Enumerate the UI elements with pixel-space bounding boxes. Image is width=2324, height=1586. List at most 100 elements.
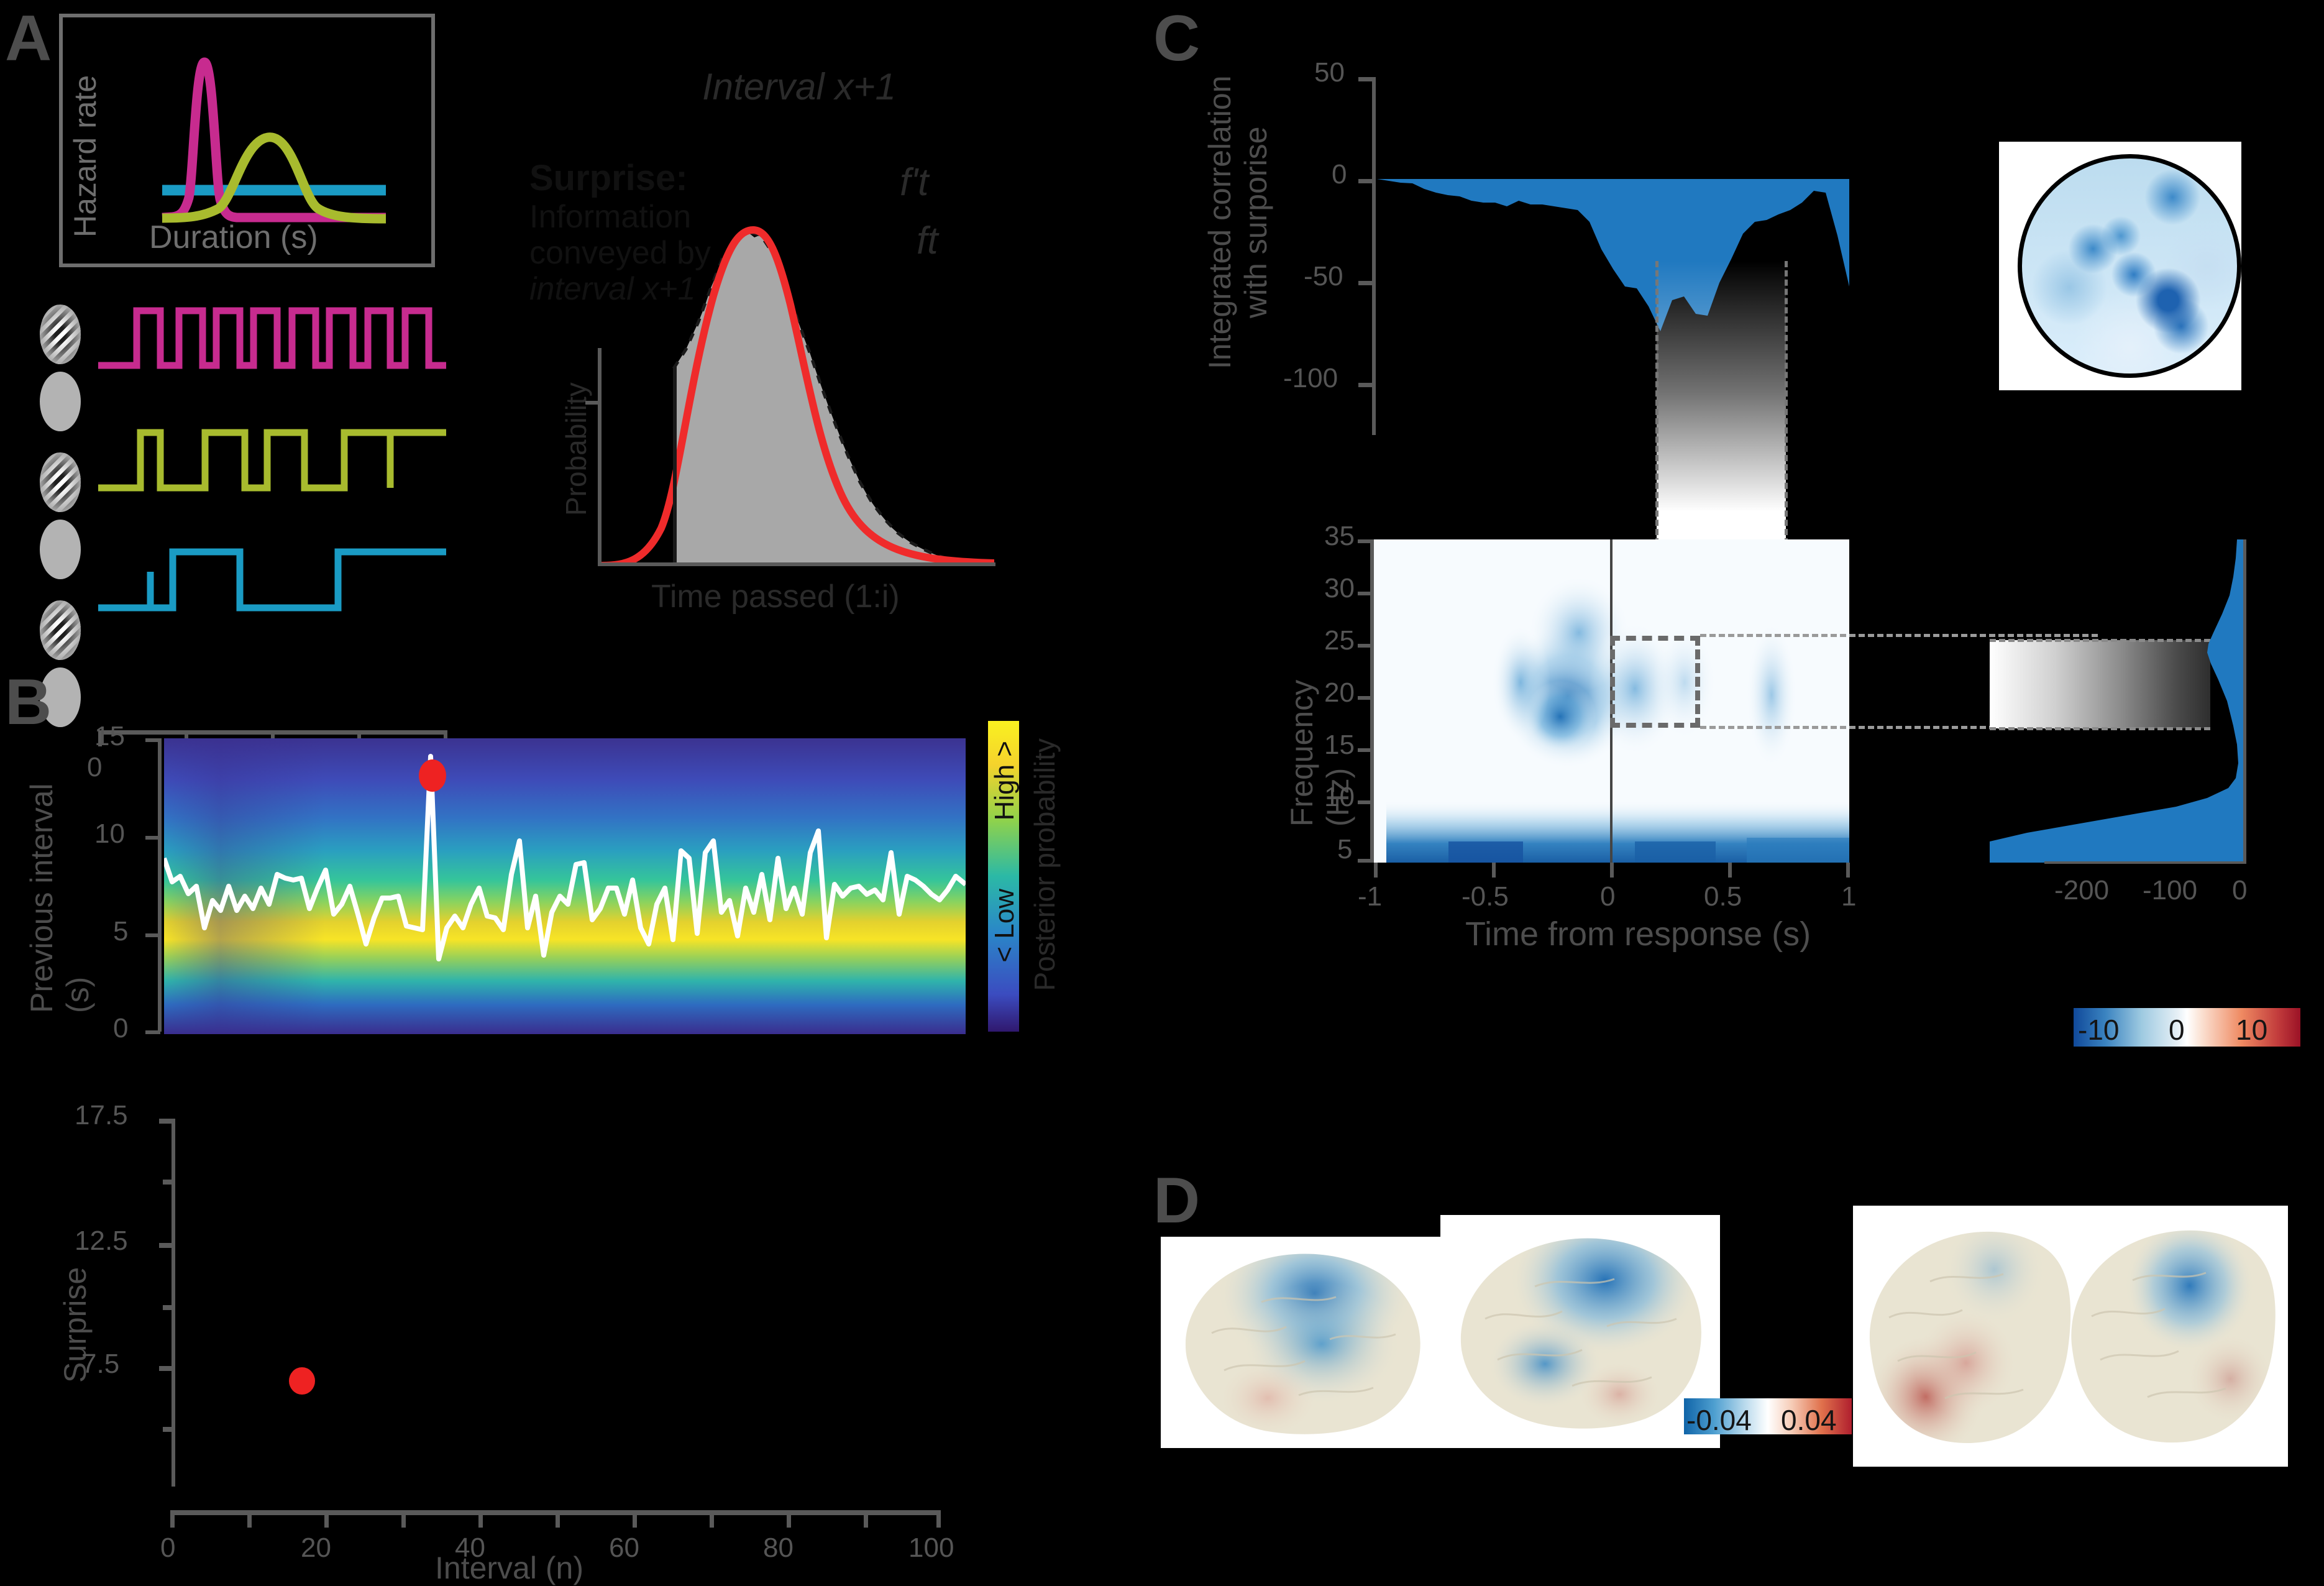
posterior-ytick-label: 15 (94, 721, 125, 751)
surprise-xtick (556, 1510, 560, 1528)
probability-yaxis (598, 348, 602, 562)
surprise-xtick (864, 1510, 868, 1528)
brain-right-medial (2063, 1212, 2281, 1460)
frequency-ytick-label: 25 (1324, 625, 1355, 656)
blank-icon (40, 372, 81, 431)
posterior-ytick (145, 738, 160, 742)
integrated-ytick (1358, 383, 1375, 387)
surprise-data-point (289, 1367, 315, 1395)
probability-xaxis (598, 562, 995, 566)
surprise-xlabel: Interval (n) (435, 1551, 583, 1585)
brain-colorbar (1684, 1398, 1852, 1434)
interval-distribution-plot (602, 180, 994, 566)
surprise-ytick (159, 1119, 174, 1124)
posterior-colorbar-low-label: < Low (989, 889, 1020, 963)
posterior-ytick-label: 10 (94, 818, 125, 849)
probability-xlabel: Time passed (1:i) (651, 579, 900, 615)
surprise-line-1: Information (529, 198, 692, 235)
frequency-ytick-label: 5 (1337, 834, 1353, 864)
hazard-rate-ylabel-text: Hazard rate (68, 75, 103, 237)
spectrum-yaxis (2243, 539, 2246, 864)
posterior-ylabel: Previous interval (s) (24, 783, 95, 1013)
tfr-ytick (1358, 592, 1373, 595)
posterior-ytick-label: 5 (113, 916, 129, 947)
stimulus-xtick (98, 730, 102, 746)
surprise-ytick (163, 1305, 174, 1310)
panel-a-letter: A (5, 2, 52, 75)
stimulus-xtick-label: 0 (87, 752, 103, 782)
frequency-ytick-label: 10 (1324, 782, 1355, 812)
tfr-xtick (1846, 863, 1850, 878)
posterior-yaxis (158, 738, 162, 1032)
scalp-topography (2018, 154, 2241, 378)
integrated-ytick-label: 50 (1314, 57, 1345, 88)
tfr-ytick (1358, 748, 1373, 752)
posterior-peak-marker (419, 759, 446, 792)
tfr-colorbar (2074, 1008, 2300, 1047)
cluster-connector-bottom (1700, 726, 2098, 729)
surprise-text-block: Surprise: Information conveyed by interv… (529, 158, 734, 308)
frequency-ytick-label: 35 (1324, 521, 1355, 551)
integrated-ytick (1358, 77, 1375, 81)
surprise-xtick (710, 1510, 714, 1528)
tfr-ytick (1358, 859, 1373, 863)
tfr-xtick-label: 1 (1841, 881, 1857, 912)
posterior-heatmap (164, 738, 966, 1034)
stimulus-traces (98, 303, 446, 642)
brain-left-lateral (1168, 1240, 1435, 1445)
spectrum-flag-top-edge (1990, 639, 2210, 642)
posterior-ytick-label: 0 (113, 1013, 129, 1043)
surprise-xtick-label: 100 (908, 1533, 954, 1563)
panel-b-letter: B (5, 666, 52, 738)
posterior-ytick (145, 1030, 160, 1034)
tfr-xtick-label: 0.5 (1704, 881, 1742, 912)
probability-ytick (585, 401, 599, 405)
brain-right-lateral (1858, 1212, 2075, 1460)
cluster-flag-left-edge (1655, 261, 1658, 609)
hazard-rate-inset (59, 14, 435, 267)
hazard-rate-ylabel: Hazard rate (67, 32, 103, 237)
surprise-ytick (163, 1180, 174, 1185)
surprise-yaxis (172, 1119, 175, 1487)
frequency-ytick-label: 15 (1324, 730, 1355, 760)
surprise-line-2: conveyed by (529, 235, 711, 272)
gabor-icon (40, 452, 81, 512)
gabor-icon (40, 305, 81, 364)
integrated-ytick-label: 0 (1332, 159, 1347, 190)
frequency-ytick-label: 20 (1324, 677, 1355, 708)
surprise-xtick (787, 1510, 791, 1528)
tfr-xtick (1610, 863, 1614, 878)
tfr-xtick (1728, 863, 1732, 878)
surprise-xtick-label: 60 (609, 1533, 639, 1563)
tfr-colorbar-min-label: -10 (2078, 1014, 2120, 1046)
spectrum-xtick-label: -100 (2143, 875, 2198, 905)
spectrum-cluster-flag (1990, 640, 2210, 728)
brain-colorbar-min-label: -0.04 (1686, 1404, 1752, 1436)
tfr-xtick (1492, 863, 1496, 878)
brain-left-medial (1448, 1219, 1715, 1443)
surprise-xtick (478, 1510, 483, 1528)
gabor-icon (40, 600, 81, 660)
tfr-yaxis (1370, 539, 1374, 863)
posterior-ytick (145, 836, 160, 840)
integrated-yaxis (1372, 77, 1376, 435)
surprise-xtick-label: 20 (301, 1533, 331, 1563)
frequency-ytick-label: 30 (1324, 573, 1355, 603)
posterior-colorbar (988, 721, 1019, 1032)
surprise-xtick (247, 1510, 252, 1528)
integrated-correlation-area (1377, 179, 1849, 440)
tfr-colorbar-max-label: 10 (2236, 1014, 2268, 1046)
spectrum-flag-bottom-edge (1990, 727, 2210, 730)
interval-title: Interval x+1 (702, 66, 896, 108)
hazard-rate-xlabel: Duration (s) (149, 219, 318, 255)
surprise-ytick-label: 17.5 (75, 1100, 128, 1130)
blank-icon (40, 667, 81, 727)
frequency-marginal-spectrum (1990, 539, 2246, 863)
surprise-ytick (163, 1427, 174, 1432)
surprise-xtick (170, 1510, 175, 1528)
tfr-ytick (1358, 644, 1373, 648)
f-prime-label: f't (900, 161, 929, 204)
cluster-connector-top (1700, 634, 2098, 637)
integrated-correlation-ylabel: Integrated correlation with surporise (1202, 75, 1273, 370)
panel-c-letter: C (1153, 2, 1200, 75)
